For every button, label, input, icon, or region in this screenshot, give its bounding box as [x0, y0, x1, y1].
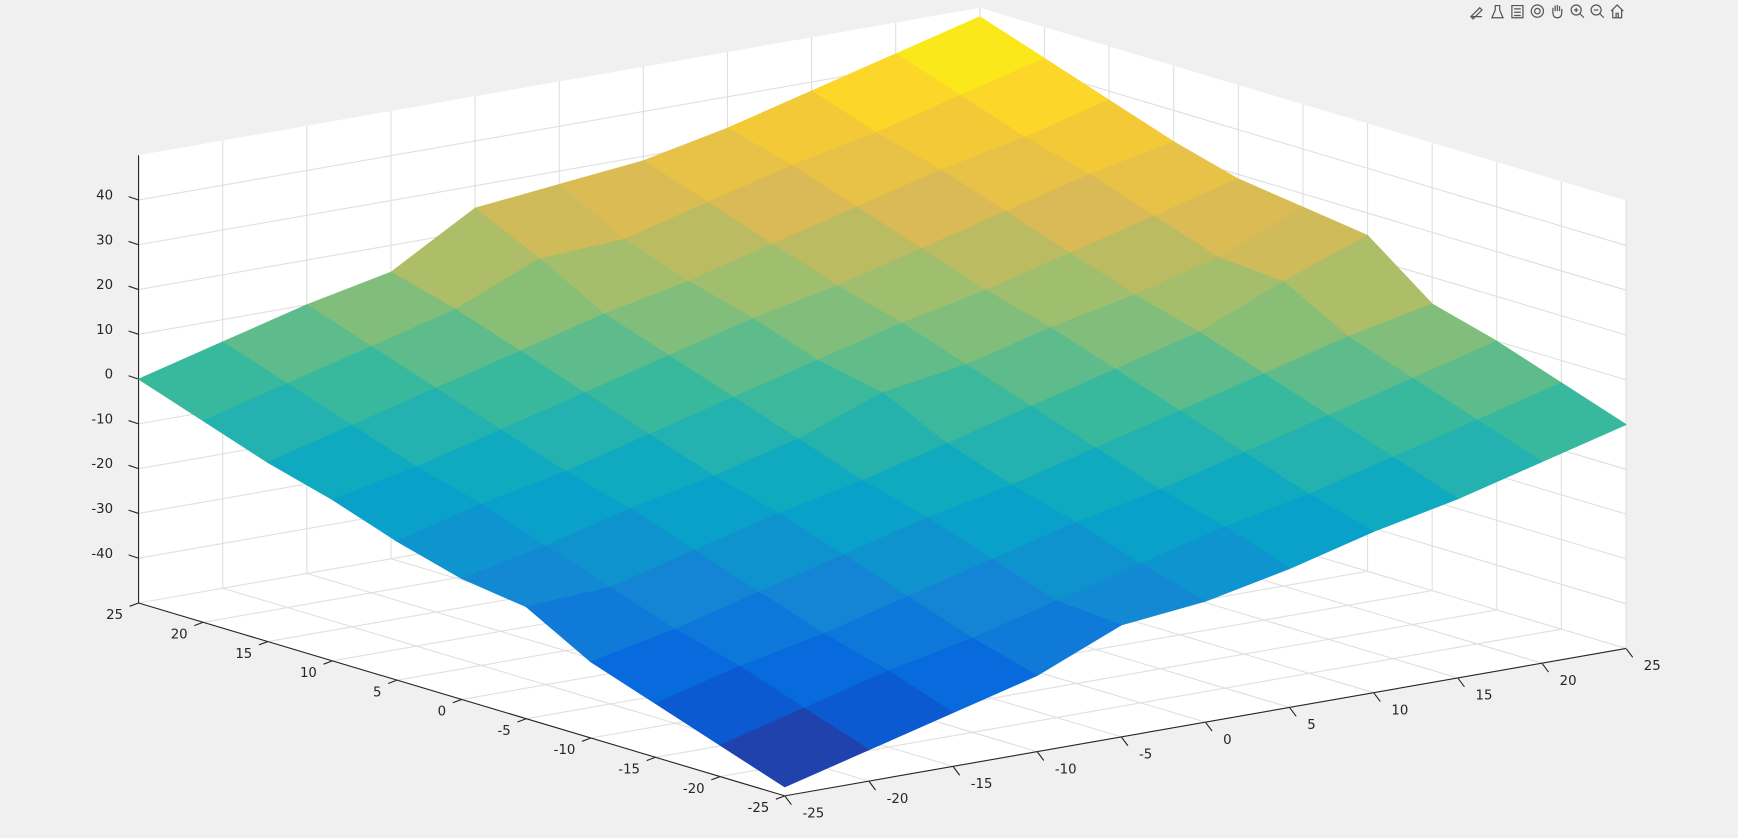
x-tick-label: -5	[1139, 748, 1152, 763]
toolbar-button[interactable]	[1609, 3, 1625, 19]
y-tick-mark	[646, 756, 656, 762]
y-tick-label: 10	[300, 666, 317, 681]
x-tick-label: 5	[1307, 718, 1315, 733]
x-tick-label: 15	[1476, 689, 1493, 704]
z-tick-mark	[128, 240, 139, 246]
toolbar-button[interactable]	[1589, 3, 1605, 19]
x-tick-mark	[1373, 692, 1381, 702]
z-tick-mark	[128, 554, 139, 559]
y-tick-mark	[775, 795, 785, 800]
x-tick-mark	[1204, 721, 1213, 732]
axes-toolbar	[1468, 3, 1625, 20]
y-tick-mark	[711, 776, 721, 781]
x-tick-label: 0	[1223, 733, 1231, 748]
toolbar-button[interactable]	[1569, 3, 1586, 19]
y-tick-label: 25	[106, 608, 123, 623]
z-tick-label: 0	[105, 368, 113, 383]
z-tick-label: 10	[96, 323, 113, 338]
y-tick-label: -25	[748, 801, 770, 816]
y-tick-label: -15	[618, 762, 640, 777]
toolbar-button[interactable]	[1489, 3, 1506, 19]
y-tick-mark	[323, 660, 333, 665]
z-tick-mark	[128, 464, 139, 470]
y-tick-mark	[387, 679, 398, 684]
z-tick-mark	[128, 285, 139, 291]
x-tick-mark	[868, 780, 876, 791]
y-tick-mark	[129, 602, 139, 607]
x-tick-mark	[784, 795, 792, 806]
x-tick-label: -10	[1055, 762, 1077, 777]
y-tick-label: -20	[683, 782, 705, 797]
y-tick-label: 0	[438, 705, 446, 720]
x-tick-mark	[1036, 751, 1045, 761]
y-tick-mark	[581, 737, 592, 742]
y-tick-label: -10	[554, 743, 576, 758]
y-tick-mark	[452, 698, 462, 704]
y-tick-label: -5	[497, 724, 510, 739]
x-tick-mark	[1541, 662, 1550, 673]
x-tick-mark	[952, 766, 961, 776]
z-tick-mark	[128, 196, 139, 201]
z-tick-label: -20	[91, 457, 113, 472]
z-tick-label: 30	[96, 233, 113, 248]
toolbar-button[interactable]	[1529, 3, 1546, 19]
z-tick-label: -10	[91, 412, 113, 427]
y-tick-label: 20	[171, 627, 188, 642]
x-tick-mark	[1457, 677, 1465, 688]
z-tick-mark	[128, 509, 139, 514]
x-tick-label: -25	[802, 807, 824, 822]
z-tick-mark	[128, 420, 139, 425]
x-tick-mark	[1625, 648, 1634, 658]
z-tick-mark	[128, 330, 139, 335]
z-tick-label: -40	[91, 547, 113, 562]
grid-line	[720, 181, 1562, 778]
z-tick-label: -30	[91, 502, 113, 517]
x-tick-label: 10	[1391, 703, 1408, 718]
toolbar-button[interactable]	[1468, 3, 1485, 20]
y-tick-mark	[194, 621, 204, 627]
toolbar-button[interactable]	[1549, 3, 1566, 19]
x-tick-mark	[1289, 707, 1297, 717]
surface-patch	[719, 707, 870, 788]
x-tick-label: -15	[971, 777, 993, 792]
y-tick-mark	[258, 641, 268, 646]
x-tick-label: 20	[1560, 674, 1577, 689]
x-tick-label: -20	[887, 792, 909, 807]
x-tick-mark	[1120, 736, 1129, 747]
x-tick-label: 25	[1644, 659, 1661, 674]
z-tick-mark	[128, 375, 139, 380]
y-tick-label: 5	[373, 685, 381, 700]
z-tick-label: 20	[96, 278, 113, 293]
y-tick-label: 15	[235, 647, 252, 662]
y-tick-mark	[517, 718, 527, 723]
toolbar-button[interactable]	[1509, 3, 1526, 19]
z-tick-label: 40	[96, 189, 113, 204]
